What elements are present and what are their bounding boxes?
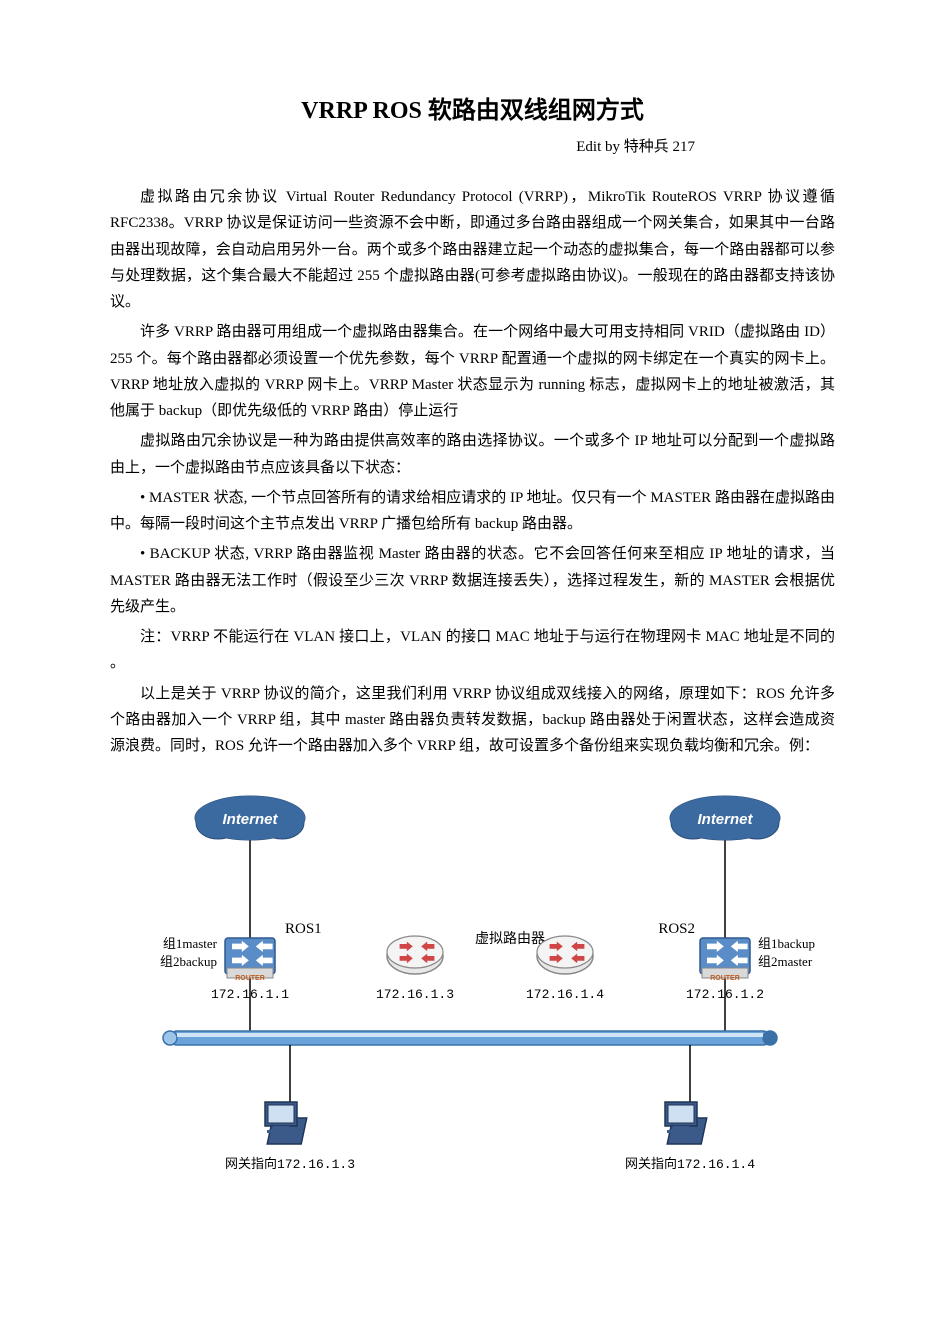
network-bus: [163, 1031, 777, 1045]
ros2-title: ROS2: [658, 921, 695, 937]
bullet-backup: • BACKUP 状态, VRRP 路由器监视 Master 路由器的状态。它不…: [110, 541, 835, 620]
ros1-ip: 172.16.1.1: [211, 987, 289, 1002]
network-diagram: Internet Internet: [110, 783, 835, 1183]
edit-by: Edit by 特种兵 217: [110, 135, 835, 156]
router-ros2: ROUTER: [700, 938, 750, 982]
vr2-ip: 172.16.1.4: [526, 987, 604, 1002]
ros2-group2: 组2master: [758, 954, 813, 969]
ros2-group1: 组1backup: [758, 936, 815, 951]
ros2-ip: 172.16.1.2: [686, 987, 764, 1002]
svg-text:ROUTER: ROUTER: [710, 975, 740, 982]
pc-1: [265, 1102, 307, 1144]
pc2-label: 网关指向172.16.1.4: [625, 1156, 755, 1172]
router-vr2: [537, 936, 593, 974]
paragraph-note: 注：VRRP 不能运行在 VLAN 接口上，VLAN 的接口 MAC 地址于与运…: [110, 624, 835, 677]
bullet-master: • MASTER 状态, 一个节点回答所有的请求给相应请求的 IP 地址。仅只有…: [110, 485, 835, 538]
vr1-ip: 172.16.1.3: [376, 987, 454, 1002]
ros1-group1: 组1master: [163, 936, 218, 951]
internet-label-right: Internet: [697, 811, 753, 828]
paragraph-1: 虚拟路由冗余协议 Virtual Router Redundancy Proto…: [110, 184, 835, 315]
router-vr1: [387, 936, 443, 974]
vr-label: 虚拟路由器: [475, 931, 545, 947]
internet-label-left: Internet: [222, 811, 278, 828]
paragraph-2: 许多 VRRP 路由器可用组成一个虚拟路由器集合。在一个网络中最大可用支持相同 …: [110, 319, 835, 424]
paragraph-5: 以上是关于 VRRP 协议的简介，这里我们利用 VRRP 协议组成双线接入的网络…: [110, 681, 835, 760]
router-ros1: ROUTER: [225, 938, 275, 982]
internet-cloud-left: Internet: [195, 796, 305, 840]
pc1-label: 网关指向172.16.1.3: [225, 1156, 355, 1172]
paragraph-3: 虚拟路由冗余协议是一种为路由提供高效率的路由选择协议。一个或多个 IP 地址可以…: [110, 428, 835, 481]
page-title: VRRP ROS 软路由双线组网方式: [110, 90, 835, 125]
internet-cloud-right: Internet: [670, 796, 780, 840]
pc-2: [665, 1102, 707, 1144]
svg-text:ROUTER: ROUTER: [235, 975, 265, 982]
ros1-title: ROS1: [285, 921, 322, 937]
ros1-group2: 组2backup: [160, 954, 217, 969]
